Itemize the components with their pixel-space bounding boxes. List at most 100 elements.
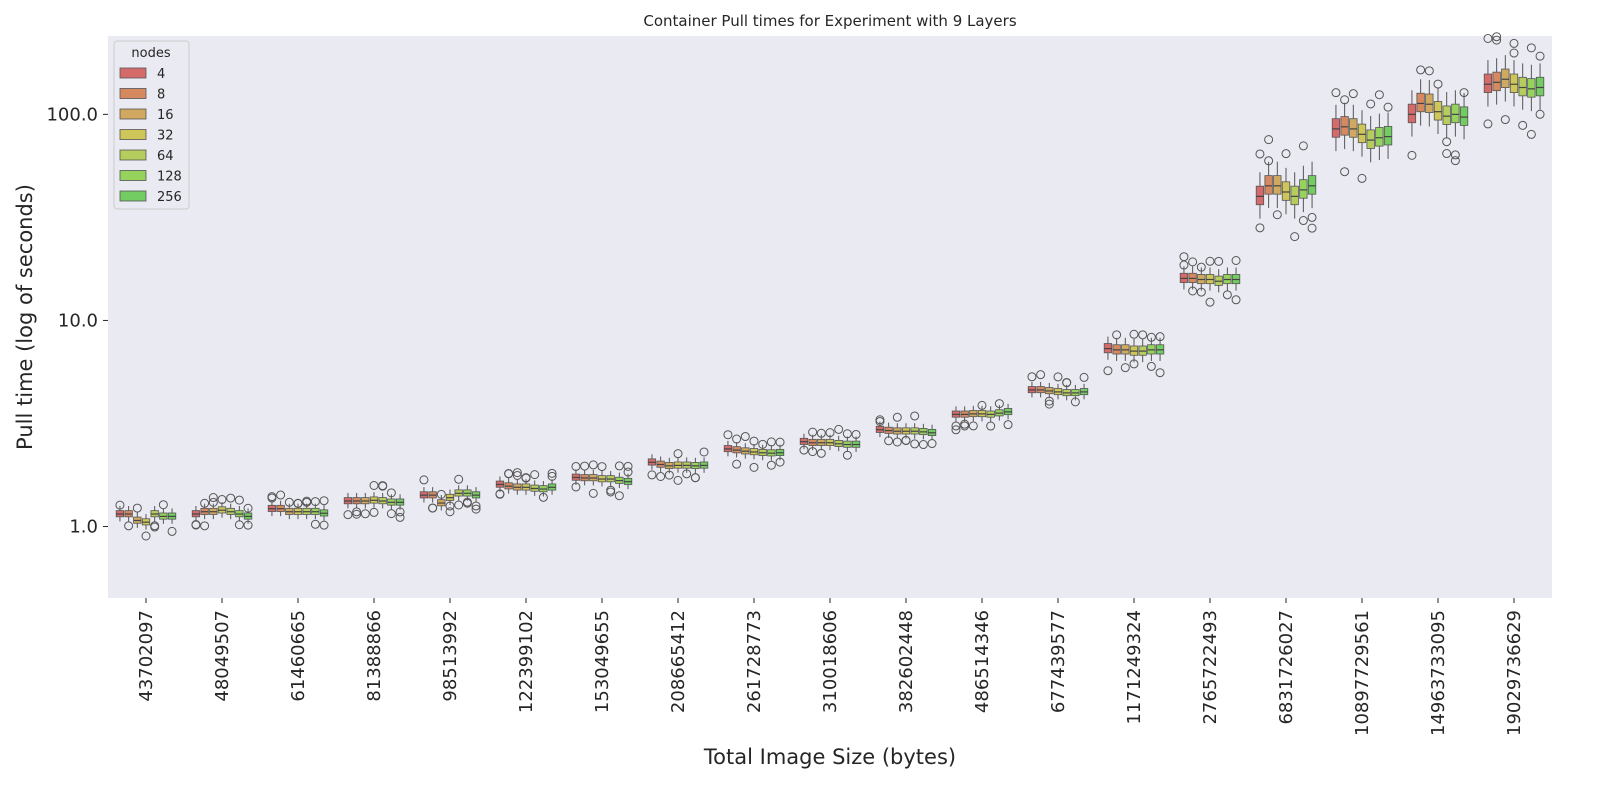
outlier-point bbox=[910, 411, 920, 421]
box-6831726027-4 bbox=[1255, 185, 1265, 206]
outlier-point bbox=[352, 507, 362, 517]
outlier-point bbox=[1526, 43, 1536, 53]
legend: nodes 4 8 16 32 64 128 256 bbox=[113, 40, 190, 210]
outlier-point bbox=[234, 495, 244, 505]
outlier-point bbox=[1155, 332, 1165, 342]
outlier-point bbox=[436, 489, 446, 499]
outlier-point bbox=[369, 481, 379, 491]
outlier-point bbox=[395, 507, 405, 517]
outlier-point bbox=[647, 470, 657, 480]
outlier-point bbox=[1492, 32, 1502, 42]
y-axis-ticks: 1.0 10.0 100.0 bbox=[46, 104, 108, 538]
outlier-point bbox=[1196, 287, 1206, 297]
outlier-point bbox=[1070, 397, 1080, 407]
outlier-point bbox=[471, 504, 481, 514]
outlier-point bbox=[419, 475, 429, 485]
outlier-point bbox=[1222, 290, 1232, 300]
outlier-point bbox=[1196, 262, 1206, 272]
legend-swatch bbox=[119, 129, 147, 140]
outlier-point bbox=[1348, 89, 1358, 99]
outlier-point bbox=[1264, 156, 1274, 166]
outlier-point bbox=[673, 449, 683, 459]
outlier-point bbox=[1450, 156, 1460, 166]
outlier-point bbox=[571, 482, 581, 492]
legend-frame bbox=[113, 40, 190, 210]
outlier-point bbox=[310, 519, 320, 529]
outlier-point bbox=[547, 468, 557, 478]
box-6831726027-16 bbox=[1273, 175, 1282, 195]
outlier-point bbox=[1433, 79, 1443, 89]
outlier-point bbox=[918, 440, 928, 450]
legend-swatch bbox=[119, 88, 147, 99]
outlier-point bbox=[386, 488, 396, 498]
x-tick-label: 1171249324 bbox=[1124, 610, 1145, 725]
box-19029736629-8 bbox=[1492, 71, 1501, 92]
outlier-point bbox=[799, 445, 809, 455]
outlier-point bbox=[1036, 370, 1046, 380]
outlier-point bbox=[1188, 257, 1198, 267]
outlier-point bbox=[986, 421, 996, 431]
outlier-point bbox=[302, 496, 312, 506]
outlier-point bbox=[664, 470, 674, 480]
box-10897729561-128 bbox=[1375, 127, 1384, 147]
outlier-point bbox=[1179, 252, 1189, 262]
legend-label: 4 bbox=[157, 67, 165, 82]
outlier-point bbox=[504, 469, 514, 479]
box-14963733095-256 bbox=[1459, 106, 1469, 126]
outlier-point bbox=[538, 492, 548, 502]
legend-label: 256 bbox=[157, 190, 182, 205]
x-tick-label: 19029736629 bbox=[1504, 610, 1525, 736]
outlier-point bbox=[1079, 372, 1089, 382]
outlier-point bbox=[766, 460, 776, 470]
outlier-point bbox=[1307, 223, 1317, 233]
legend-swatch bbox=[119, 170, 147, 181]
box-10897729561-16 bbox=[1349, 118, 1358, 138]
outlier-point bbox=[690, 473, 700, 483]
outlier-point bbox=[1492, 35, 1502, 45]
box-19029736629-32 bbox=[1509, 73, 1519, 93]
legend-label: 64 bbox=[157, 149, 174, 164]
outlier-point bbox=[158, 500, 168, 510]
outlier-point bbox=[951, 425, 961, 435]
outlier-point bbox=[968, 421, 978, 431]
outlier-point bbox=[226, 493, 236, 503]
outlier-point bbox=[150, 522, 160, 532]
outlier-point bbox=[606, 487, 616, 497]
outlier-point bbox=[851, 429, 861, 439]
x-tick-label: 486514346 bbox=[972, 610, 993, 713]
outlier-point bbox=[1340, 95, 1350, 105]
outlier-point bbox=[723, 430, 733, 440]
outlier-point bbox=[699, 447, 709, 457]
outlier-point bbox=[1535, 109, 1545, 119]
outlier-point bbox=[758, 439, 768, 449]
outlier-point bbox=[547, 471, 557, 481]
outlier-point bbox=[1053, 372, 1063, 382]
outlier-point bbox=[124, 521, 134, 531]
box-14963733095-64 bbox=[1442, 105, 1451, 125]
outlier-point bbox=[1205, 256, 1215, 266]
outlier-point bbox=[200, 521, 210, 531]
outlier-point bbox=[977, 400, 987, 410]
outlier-point bbox=[1146, 361, 1156, 371]
outlier-point bbox=[656, 471, 666, 481]
outlier-point bbox=[445, 507, 455, 517]
x-tick-label: 48049507 bbox=[212, 610, 233, 702]
legend-title: nodes bbox=[131, 46, 170, 61]
box-19029736629-128 bbox=[1527, 78, 1536, 98]
outlier-point bbox=[1129, 359, 1139, 369]
legend-swatch bbox=[119, 108, 147, 120]
y-tick-label: 1.0 bbox=[69, 517, 98, 538]
outlier-point bbox=[588, 460, 598, 470]
box-19029736629-256 bbox=[1535, 76, 1545, 97]
x-tick-label: 14963733095 bbox=[1428, 610, 1449, 736]
outlier-point bbox=[682, 469, 692, 479]
outlier-point bbox=[673, 475, 683, 485]
box-6831726027-256 bbox=[1307, 175, 1317, 195]
outlier-point bbox=[471, 501, 481, 511]
outlier-point bbox=[1509, 48, 1519, 58]
outlier-point bbox=[386, 509, 396, 519]
outlier-point bbox=[1205, 297, 1215, 307]
box-19029736629-4 bbox=[1483, 73, 1493, 93]
outlier-point bbox=[1255, 223, 1265, 233]
